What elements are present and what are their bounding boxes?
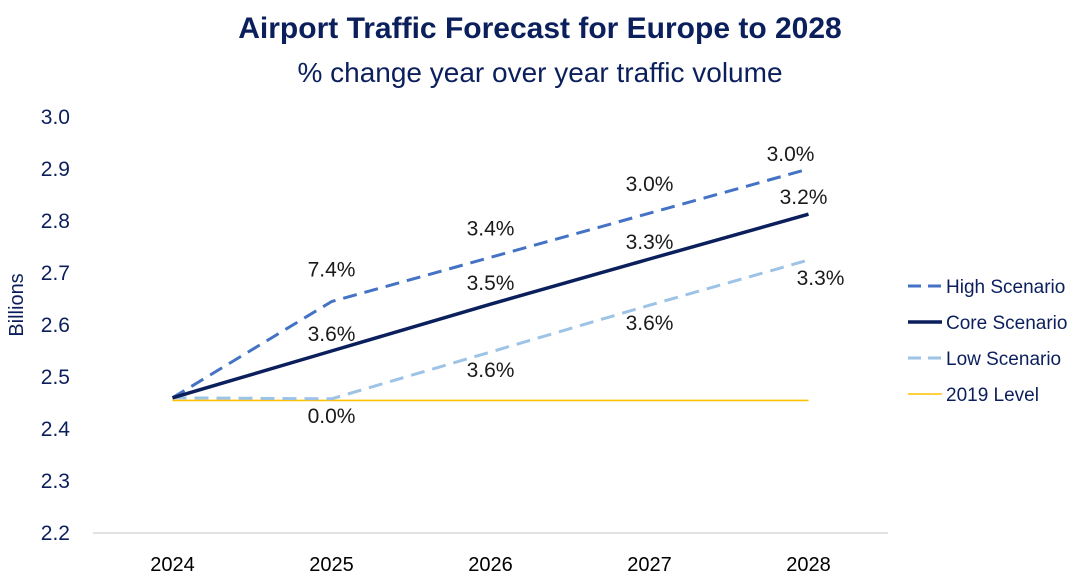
y-tick-label: 2.9 bbox=[41, 158, 70, 181]
y-tick-label: 2.4 bbox=[41, 418, 71, 441]
y-tick-label: 2.5 bbox=[41, 366, 70, 389]
data-label: 3.4% bbox=[467, 217, 515, 240]
x-tick-label: 2028 bbox=[786, 554, 831, 576]
y-tick-label: 2.8 bbox=[41, 210, 70, 233]
legend-label: High Scenario bbox=[946, 277, 1065, 298]
legend-label: Core Scenario bbox=[946, 313, 1067, 334]
data-label: 7.4% bbox=[308, 259, 356, 282]
x-tick-label: 2027 bbox=[627, 554, 672, 576]
chart-subtitle: % change year over year traffic volume bbox=[297, 57, 782, 88]
data-label: 3.6% bbox=[308, 323, 356, 346]
y-tick-label: 2.6 bbox=[41, 314, 70, 337]
series-line-high-scenario bbox=[171, 167, 809, 400]
legend-label: Low Scenario bbox=[946, 349, 1061, 370]
y-tick-label: 2.2 bbox=[41, 522, 70, 545]
series-line-core-scenario bbox=[172, 212, 809, 400]
y-tick-label: 3.0 bbox=[41, 106, 70, 129]
data-label: 3.6% bbox=[626, 312, 674, 335]
legend-label: 2019 Level bbox=[946, 385, 1039, 406]
data-label: 0.0% bbox=[308, 405, 356, 428]
y-tick-label: 2.3 bbox=[41, 470, 70, 493]
data-label: 3.3% bbox=[626, 231, 674, 254]
data-label: 3.2% bbox=[780, 186, 828, 209]
y-tick-label: 2.7 bbox=[41, 262, 70, 285]
y-axis-label: Billions bbox=[6, 273, 28, 336]
x-tick-label: 2026 bbox=[468, 554, 513, 576]
data-label: 3.6% bbox=[467, 359, 515, 382]
data-label: 3.5% bbox=[467, 272, 515, 295]
x-tick-label: 2025 bbox=[309, 554, 354, 576]
x-tick-label: 2024 bbox=[150, 554, 195, 576]
data-label: 3.3% bbox=[797, 267, 845, 290]
data-label: 3.0% bbox=[626, 173, 674, 196]
chart-title: Airport Traffic Forecast for Europe to 2… bbox=[238, 12, 841, 45]
data-label: 3.0% bbox=[767, 143, 815, 166]
